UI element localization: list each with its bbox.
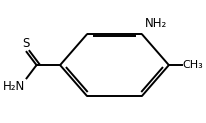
Text: S: S	[22, 37, 29, 50]
Text: CH₃: CH₃	[183, 60, 203, 70]
Text: H₂N: H₂N	[3, 80, 25, 92]
Text: NH₂: NH₂	[144, 17, 167, 30]
